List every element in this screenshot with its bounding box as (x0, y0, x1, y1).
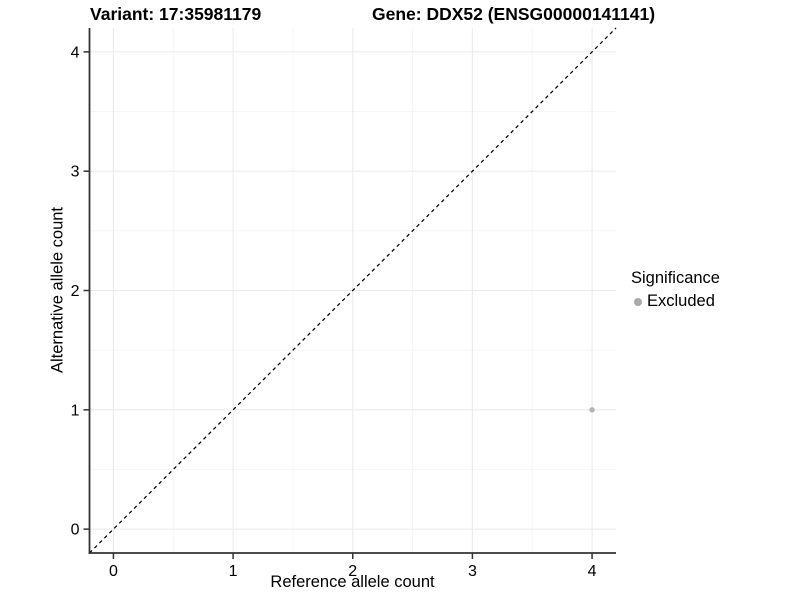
x-tick-label: 4 (588, 563, 597, 580)
y-tick-label: 0 (71, 522, 80, 539)
legend-entry-label: Excluded (647, 292, 715, 310)
legend-point-icon (634, 297, 642, 306)
data-point-excluded (589, 407, 595, 413)
plot-title-variant: Variant: 17:35981179 (90, 4, 262, 24)
x-tick-label: 3 (468, 563, 477, 580)
y-tick-label: 2 (71, 283, 80, 300)
y-tick-label: 3 (71, 164, 80, 181)
x-tick-label: 1 (229, 563, 238, 580)
plot-title-gene: Gene: DDX52 (ENSG00000141141) (372, 4, 656, 24)
legend-title: Significance (631, 269, 720, 287)
x-axis-title: Reference allele count (270, 573, 435, 591)
x-tick-label: 0 (109, 563, 118, 580)
identity-line (89, 27, 617, 554)
y-tick-label: 1 (71, 402, 80, 419)
y-tick-label: 4 (71, 44, 80, 61)
legend: Significance Excluded (631, 268, 720, 312)
y-axis-title: Alternative allele count (48, 206, 67, 374)
legend-entry-excluded: Excluded (631, 291, 720, 312)
x-tick-label: 2 (348, 563, 357, 580)
